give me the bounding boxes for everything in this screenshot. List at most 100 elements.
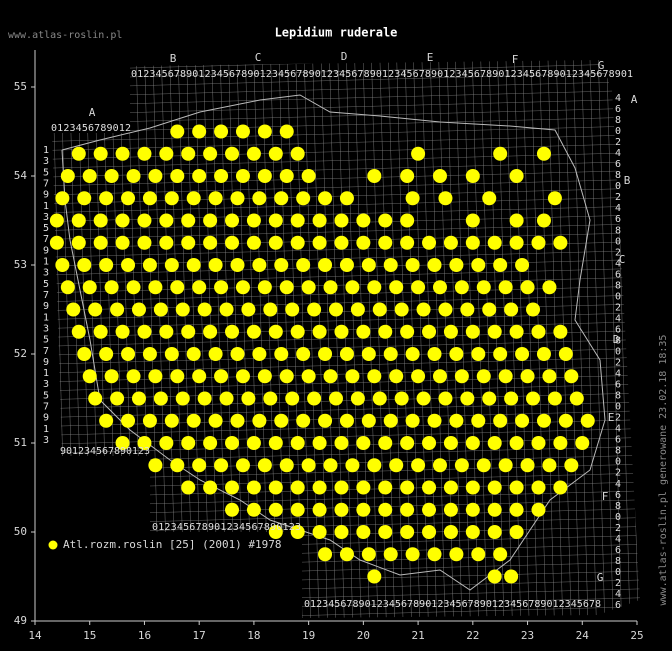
- record-dot: [465, 436, 480, 450]
- grid-digit: 0: [546, 599, 552, 610]
- record-dot: [235, 280, 250, 295]
- record-dot: [329, 302, 343, 317]
- grid-digit: 5: [590, 69, 596, 80]
- record-dot: [531, 324, 546, 339]
- record-dot: [60, 169, 75, 183]
- grid-digit: 3: [333, 69, 339, 80]
- record-dot: [553, 480, 568, 495]
- grid-digit: 1: [57, 123, 63, 134]
- record-dot: [318, 547, 333, 562]
- record-dot: [465, 169, 480, 183]
- record-dot: [257, 369, 272, 384]
- grid-digit: 1: [505, 69, 511, 80]
- record-dot: [553, 324, 568, 339]
- grid-digit: 0: [315, 69, 321, 80]
- record-dot: [449, 347, 464, 361]
- grid-digit: 8: [425, 69, 431, 80]
- grid-digit: 9: [247, 69, 253, 80]
- record-dot: [82, 369, 97, 384]
- grid-digit: 9: [492, 69, 498, 80]
- record-dot: [465, 480, 480, 495]
- record-dot: [515, 258, 530, 272]
- record-dot: [110, 302, 125, 317]
- grid-digit: 4: [615, 369, 621, 380]
- record-dot: [493, 258, 508, 272]
- grid-digit: 1: [43, 257, 49, 268]
- grid-digit: 2: [615, 358, 621, 369]
- record-dot: [274, 258, 289, 272]
- record-dot: [531, 480, 546, 495]
- record-dot: [257, 458, 272, 473]
- x-tick-label: 14: [28, 629, 42, 642]
- record-dot: [71, 235, 86, 250]
- grid-digit: 8: [615, 446, 621, 457]
- record-dot: [290, 324, 305, 339]
- record-dot: [296, 258, 311, 272]
- record-dot: [181, 480, 196, 495]
- record-dot: [334, 480, 349, 495]
- record-dot: [323, 458, 338, 473]
- x-tick-label: 18: [247, 629, 260, 642]
- y-tick-label: 52: [14, 347, 27, 360]
- record-dot: [356, 480, 371, 495]
- record-dot: [378, 213, 393, 228]
- record-dot: [88, 302, 103, 317]
- record-dot: [427, 547, 442, 562]
- y-tick-label: 55: [14, 80, 27, 93]
- record-dot: [361, 413, 376, 428]
- record-dot: [482, 191, 497, 206]
- record-dot: [93, 235, 108, 250]
- grid-digit: 0: [560, 69, 566, 80]
- grid-digit: 5: [334, 599, 340, 610]
- record-dot: [257, 124, 272, 139]
- record-dot: [99, 258, 114, 272]
- grid-letter: E: [427, 51, 434, 64]
- record-dot: [175, 391, 190, 406]
- grid-digit: 8: [241, 69, 247, 80]
- grid-digit: 1: [43, 368, 49, 379]
- grid-digit: 2: [289, 522, 295, 533]
- grid-digit: 5: [43, 167, 49, 178]
- record-dot: [504, 569, 519, 584]
- record-dot: [214, 124, 229, 139]
- record-dot: [296, 347, 311, 361]
- grid-digit: 8: [202, 522, 208, 533]
- grid-digit: 7: [108, 446, 114, 457]
- record-dot: [580, 413, 595, 428]
- grid-digit: 2: [615, 192, 621, 203]
- record-dot: [164, 413, 179, 428]
- record-dot: [520, 369, 535, 384]
- x-tick-label: 20: [357, 629, 370, 642]
- record-dot: [148, 369, 163, 384]
- grid-digit: 0: [51, 123, 57, 134]
- grid-digit: 4: [155, 69, 161, 80]
- grid-digit: 1: [72, 446, 78, 457]
- record-dot: [372, 391, 387, 406]
- record-dot: [241, 391, 256, 406]
- record-dot: [536, 413, 551, 428]
- record-dot: [290, 525, 305, 539]
- record-dot: [383, 258, 398, 272]
- grid-digit: 2: [164, 522, 170, 533]
- grid-letter: G: [598, 59, 605, 72]
- dots: [49, 124, 595, 584]
- record-dot: [225, 213, 240, 228]
- grid-digit: 7: [43, 234, 49, 245]
- x-tick-label: 25: [630, 629, 643, 642]
- grid-digit: 4: [510, 599, 516, 610]
- grid-digit: 8: [615, 170, 621, 181]
- grid-digit: 4: [400, 69, 406, 80]
- record-dot: [82, 169, 97, 183]
- grid-digit: 6: [351, 69, 357, 80]
- record-dot: [476, 369, 491, 384]
- record-dot: [383, 413, 398, 428]
- grid-digit: 9: [106, 123, 112, 134]
- grid-digit: 1: [158, 522, 164, 533]
- record-dot: [268, 324, 283, 339]
- record-dot: [345, 369, 360, 384]
- record-dot: [334, 213, 349, 228]
- grid-digit: 6: [615, 324, 621, 335]
- record-dot: [498, 458, 513, 473]
- grid-digit: 2: [125, 123, 131, 134]
- grid-digit: 0: [615, 347, 621, 358]
